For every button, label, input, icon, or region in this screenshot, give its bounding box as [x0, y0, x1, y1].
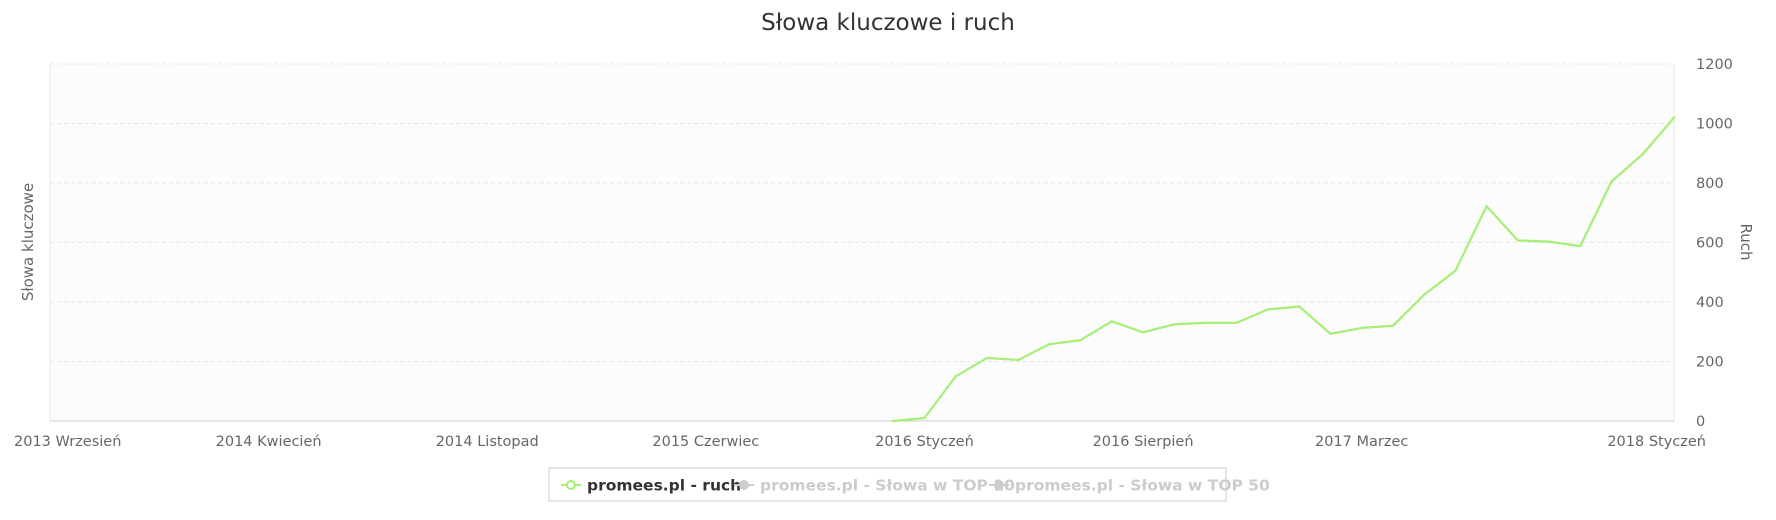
legend[interactable]: promees.pl - ruch promees.pl - Słowa w TO… [548, 467, 1270, 502]
y-tick-label: 600 [1696, 236, 1724, 252]
legend-label: promees.pl - Słowa w TOP 10 [760, 477, 1015, 495]
data-point [1641, 152, 1644, 156]
x-tick-label: 2018 Styczeń [1607, 434, 1706, 450]
legend-label: promees.pl - Słowa w TOP 50 [1015, 477, 1270, 495]
x-tick-label: 2014 Listopad [436, 434, 539, 450]
legend-item[interactable]: promees.pl - ruch [561, 477, 741, 495]
data-point [1422, 293, 1426, 296]
data-point [1547, 240, 1551, 243]
axes: 0 200 400 600 800 1000 1200 2013 Wrzesień 2014 K… [14, 57, 1733, 450]
data-point [1204, 321, 1207, 325]
data-point [1016, 358, 1020, 362]
data-point [892, 419, 895, 423]
data-point [1360, 326, 1363, 330]
x-tick-label: 2016 Styczeń [875, 434, 974, 450]
data-point [1391, 324, 1395, 327]
data-point [1579, 244, 1582, 248]
data-point [1048, 343, 1051, 346]
y-tick-label: 1200 [1696, 57, 1733, 73]
data-point [954, 375, 957, 378]
data-point [1610, 180, 1613, 183]
data-point [1235, 321, 1238, 325]
data-point [1079, 338, 1082, 342]
x-tick-label: 2014 Kwiecień [216, 434, 322, 450]
data-point [1110, 320, 1114, 323]
data-point [923, 416, 926, 420]
x-tick-label: 2016 Sierpień [1093, 434, 1194, 450]
data-point [1454, 269, 1457, 272]
series-line [892, 116, 1676, 423]
data-point [1329, 332, 1332, 336]
x-tick-label: 2017 Marzec [1315, 434, 1408, 450]
y-axis-right-label: Ruch [1737, 223, 1755, 260]
legend-box [548, 467, 1227, 502]
gridlines [50, 63, 1674, 362]
data-point [1173, 323, 1176, 326]
legend-marker-circle [566, 480, 576, 490]
legend-item[interactable]: promees.pl - Słowa w TOP 10 [734, 477, 1015, 495]
data-point [1485, 205, 1488, 208]
data-point [1298, 305, 1301, 308]
legend-label: promees.pl - ruch [587, 477, 741, 495]
data-point [1266, 308, 1270, 311]
y-tick-label: 1000 [1696, 117, 1733, 133]
y-tick-label: 0 [1696, 414, 1705, 430]
x-tick-label: 2013 Wrzesień [14, 434, 121, 450]
y-axis-left-label: Słowa kluczowe [19, 183, 37, 301]
legend-item[interactable]: promees.pl - Słowa w TOP 50 [989, 477, 1270, 495]
series-layer [892, 116, 1676, 423]
legend-marker-circle [739, 480, 749, 490]
data-point [1672, 116, 1676, 119]
y-tick-label: 400 [1696, 295, 1724, 311]
data-point [985, 356, 989, 360]
legend-marker-circle [994, 480, 1004, 490]
y-tick-label: 200 [1696, 355, 1724, 371]
chart-title: Słowa kluczowe i ruch [761, 10, 1015, 36]
data-point [1141, 331, 1145, 334]
data-point [1516, 239, 1520, 242]
y-tick-label: 800 [1696, 176, 1724, 192]
x-tick-label: 2015 Czerwiec [652, 434, 759, 450]
